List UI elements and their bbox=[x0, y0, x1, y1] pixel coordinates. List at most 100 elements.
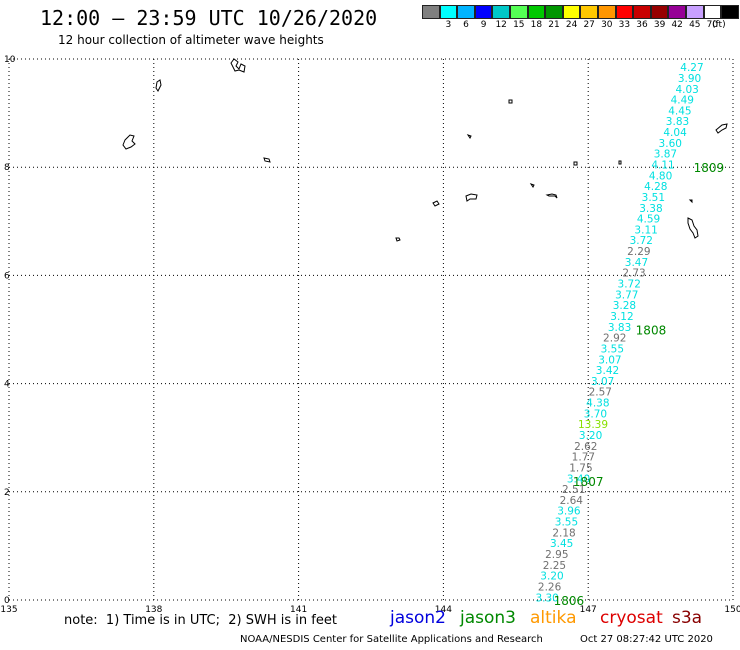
swh-labels: 4.273.904.034.494.453.834.043.603.874.11… bbox=[535, 62, 703, 604]
scale-label: 70 bbox=[706, 20, 719, 30]
swh-value: 3.42 bbox=[596, 365, 619, 377]
swh-value: 4.28 bbox=[644, 181, 667, 193]
swh-value: 1.75 bbox=[569, 462, 592, 474]
scale-swatch bbox=[457, 5, 475, 19]
swh-value: 3.55 bbox=[555, 517, 578, 529]
axis-tick-labels: 135 138 141 144 147 150 0 2 4 6 8 10 bbox=[0, 55, 740, 615]
island-5 bbox=[508, 99, 513, 104]
swh-value: 3.72 bbox=[618, 279, 641, 291]
scale-swatch bbox=[668, 5, 686, 19]
island-10 bbox=[545, 193, 558, 199]
swh-value: 2.73 bbox=[622, 268, 645, 280]
scale-swatch bbox=[580, 5, 598, 19]
island-6 bbox=[466, 134, 472, 139]
color-scale-labels: 3 6 9 12 15 18 21 24 27 30 33 36 39 42 45 70 (ft) bbox=[422, 20, 740, 34]
swh-value: 3.20 bbox=[540, 571, 563, 583]
scale-swatch bbox=[545, 5, 563, 19]
scale-label: 33 bbox=[618, 20, 631, 30]
swh-value: 3.28 bbox=[613, 300, 636, 312]
x-tick-label: 138 bbox=[145, 605, 162, 615]
swh-value: 3.07 bbox=[591, 376, 614, 388]
scale-swatch bbox=[597, 5, 616, 19]
scale-swatch bbox=[685, 5, 704, 19]
sat-legend-jason2: jason2 bbox=[390, 608, 446, 628]
generated-timestamp: Oct 27 08:27:42 UTC 2020 bbox=[580, 634, 713, 645]
scale-swatch bbox=[492, 5, 510, 19]
island-13 bbox=[395, 237, 401, 242]
scale-label: 9 bbox=[480, 20, 487, 30]
island-4 bbox=[263, 157, 271, 163]
swh-value: 3.12 bbox=[610, 311, 633, 323]
scale-swatch bbox=[527, 5, 546, 19]
scale-label: 30 bbox=[601, 20, 613, 30]
swh-value: 3.20 bbox=[579, 430, 602, 442]
swh-value: 2.29 bbox=[627, 246, 650, 258]
swh-value: 13.39 bbox=[578, 419, 608, 431]
y-tick-label: 0 bbox=[4, 596, 10, 606]
swh-value: 3.30 bbox=[535, 592, 558, 604]
island-15 bbox=[687, 217, 699, 239]
scale-swatch bbox=[721, 5, 739, 19]
swh-value: 3.07 bbox=[598, 354, 621, 366]
scale-swatch bbox=[422, 5, 440, 19]
map-grid bbox=[8, 58, 734, 601]
pass-time: 1808 bbox=[636, 324, 667, 338]
scale-swatch bbox=[474, 5, 493, 19]
swh-value: 4.03 bbox=[675, 84, 698, 96]
scale-label: 18 bbox=[530, 20, 543, 30]
swh-value: 3.51 bbox=[642, 192, 665, 204]
swh-value: 3.72 bbox=[630, 235, 653, 247]
swh-value: 2.26 bbox=[538, 581, 562, 593]
swh-value: 3.55 bbox=[601, 343, 624, 355]
swh-value: 4.49 bbox=[671, 95, 694, 107]
x-tick-label: 150 bbox=[724, 605, 740, 615]
swh-value: 2.18 bbox=[552, 527, 575, 539]
sat-legend-jason3: jason3 bbox=[460, 608, 516, 628]
scale-label: 45 bbox=[689, 20, 701, 30]
y-tick-label: 10 bbox=[4, 55, 16, 65]
scale-label: 24 bbox=[565, 20, 578, 30]
swh-value: 3.45 bbox=[550, 538, 573, 550]
island-7 bbox=[573, 161, 578, 166]
footer-note: note: 1) Time is in UTC; 2) SWH is in fe… bbox=[64, 613, 337, 628]
swh-value: 2.51 bbox=[562, 484, 585, 496]
swh-value: 2.95 bbox=[545, 549, 568, 561]
sat-legend-cryosat: cryosat bbox=[600, 608, 663, 628]
x-tick-label: 141 bbox=[290, 605, 307, 615]
color-scale-bar bbox=[422, 5, 739, 20]
swh-value: 4.45 bbox=[668, 105, 691, 117]
scale-label: 36 bbox=[636, 20, 648, 30]
swh-value: 3.87 bbox=[654, 149, 677, 161]
swh-value: 2.25 bbox=[543, 560, 566, 572]
scale-label: 27 bbox=[583, 20, 595, 30]
x-tick-label: 144 bbox=[435, 605, 452, 615]
scale-swatch bbox=[650, 5, 669, 19]
scale-label: 42 bbox=[671, 20, 683, 30]
island-12 bbox=[465, 193, 478, 202]
y-tick-label: 4 bbox=[4, 380, 10, 390]
island-11 bbox=[432, 200, 440, 207]
scale-label: 21 bbox=[548, 20, 560, 30]
island-2 bbox=[155, 79, 162, 92]
island-outlines bbox=[122, 58, 728, 242]
swh-value: 2.57 bbox=[589, 387, 612, 399]
scale-swatch bbox=[509, 5, 528, 19]
pass-time: 1806 bbox=[554, 594, 585, 608]
scale-swatch bbox=[562, 5, 581, 19]
y-tick-label: 6 bbox=[4, 271, 10, 281]
pass-time-labels: 1809 1808 1807 1806 bbox=[554, 161, 725, 608]
x-tick-label: 135 bbox=[0, 605, 17, 615]
y-tick-label: 2 bbox=[4, 488, 10, 498]
sat-legend-altika: altika bbox=[530, 608, 577, 628]
scale-label: 15 bbox=[513, 20, 525, 30]
swh-value: 3.83 bbox=[608, 322, 631, 334]
swh-value: 3.60 bbox=[659, 138, 682, 150]
swh-value: 3.96 bbox=[557, 506, 581, 518]
island-1 bbox=[230, 58, 246, 73]
island-3 bbox=[122, 134, 136, 150]
scale-unit-label: (ft) bbox=[712, 20, 726, 30]
scale-swatch bbox=[439, 5, 458, 19]
swh-value: 2.64 bbox=[560, 495, 584, 507]
pass-time: 1809 bbox=[694, 161, 725, 175]
